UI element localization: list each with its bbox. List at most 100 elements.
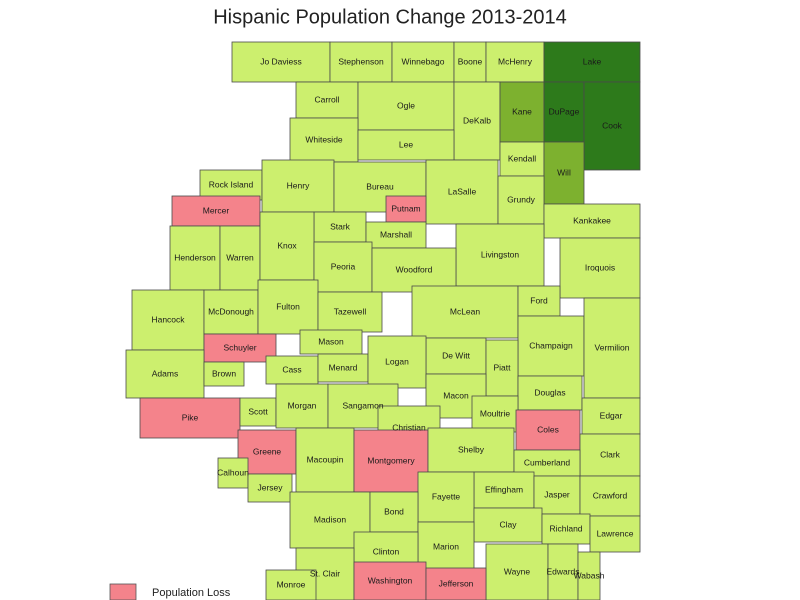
county-label: Crawford <box>593 490 628 500</box>
county <box>427 427 515 473</box>
county-label: Montgomery <box>367 455 415 465</box>
county-label: Greene <box>253 446 282 456</box>
county-label: Shelby <box>458 444 485 454</box>
county <box>231 41 331 83</box>
legend-label: Population Loss <box>152 587 231 599</box>
county-label: Henderson <box>174 252 216 262</box>
county-label: Ogle <box>397 100 415 110</box>
county-label: Schuyler <box>223 342 256 352</box>
county-label: Vermilion <box>595 342 630 352</box>
county-label: Will <box>557 167 571 177</box>
county-label: Knox <box>277 240 297 250</box>
county-label: Jersey <box>257 482 283 492</box>
county <box>169 225 221 291</box>
county-label: Pike <box>182 412 199 422</box>
label-layer: Jo Daviess Stephenson Winnebago Boone McHenr… <box>151 56 633 589</box>
county <box>559 237 641 299</box>
county-label: DuPage <box>549 106 580 116</box>
county-label: Marion <box>433 541 459 551</box>
county-label: Lee <box>399 139 413 149</box>
county-label: Calhoun <box>217 467 249 477</box>
county-label: Winnebago <box>401 56 444 66</box>
county <box>357 81 455 131</box>
county-label: Warren <box>226 252 254 262</box>
county-label: Logan <box>385 356 409 366</box>
county-label: Bureau <box>366 181 394 191</box>
county <box>353 561 427 600</box>
county-label: DeKalb <box>463 115 491 125</box>
county-label: Edgar <box>600 410 623 420</box>
county <box>259 211 315 281</box>
county-label: Marshall <box>380 229 412 239</box>
county-label: Lake <box>583 56 602 66</box>
county <box>203 333 277 363</box>
county <box>317 291 383 333</box>
county-label: Douglas <box>534 387 565 397</box>
county-label: Scott <box>248 406 268 416</box>
county <box>391 41 455 83</box>
county-label: LaSalle <box>448 186 477 196</box>
county <box>517 375 583 411</box>
county-label: Mason <box>318 336 344 346</box>
county <box>541 513 591 545</box>
county-label: Richland <box>549 523 582 533</box>
map-title: Hispanic Population Change 2013-2014 <box>213 6 567 28</box>
county-label: De Witt <box>442 350 471 360</box>
county <box>517 285 561 317</box>
county <box>199 169 263 201</box>
county <box>425 159 499 225</box>
county-label: Macon <box>443 390 469 400</box>
county-label: Cumberland <box>524 457 571 467</box>
county-label: St. Clair <box>310 568 340 578</box>
county-label: Kendall <box>508 153 536 163</box>
county <box>499 81 545 143</box>
county-label: McLean <box>450 306 481 316</box>
county-label: Edwards <box>546 566 579 576</box>
county <box>171 195 261 227</box>
county-label: Iroquois <box>585 262 615 272</box>
county-label: Moultrie <box>480 408 511 418</box>
county-label: Hancock <box>151 314 185 324</box>
county-label: Piatt <box>493 362 511 372</box>
county-label: Menard <box>329 362 358 372</box>
county-label: Cass <box>282 364 301 374</box>
county <box>125 349 205 399</box>
county-label: Fulton <box>276 301 300 311</box>
county <box>583 297 641 399</box>
county <box>367 335 427 389</box>
county <box>517 315 585 377</box>
county-label: Lawrence <box>597 528 634 538</box>
county <box>473 507 543 543</box>
county <box>203 361 245 387</box>
legend-swatch <box>109 583 137 600</box>
county-label: Livingston <box>481 249 520 259</box>
county-label: Grundy <box>507 194 536 204</box>
county-label: Coles <box>537 424 559 434</box>
county-label: Adams <box>152 368 178 378</box>
county-layer <box>125 41 641 600</box>
county-label: Brown <box>212 368 236 378</box>
county-label: Jasper <box>544 489 570 499</box>
county <box>365 221 427 249</box>
county <box>543 41 641 83</box>
county-label: Cook <box>602 120 623 130</box>
county-label: McHenry <box>498 56 533 66</box>
county-label: Jefferson <box>439 578 474 588</box>
county-label: McDonough <box>208 306 254 316</box>
county-label: Wabash <box>574 570 605 580</box>
county <box>485 339 519 397</box>
county-label: Clay <box>499 519 517 529</box>
county-label: Clinton <box>373 546 400 556</box>
county <box>417 471 475 523</box>
county-label: Wayne <box>504 566 530 576</box>
county-label: Christian <box>392 422 426 432</box>
county-label: Sangamon <box>342 400 383 410</box>
county-label: Putnam <box>391 203 420 213</box>
county <box>411 285 519 339</box>
county-label: Peoria <box>331 261 356 271</box>
county <box>583 81 641 171</box>
county-label: Clark <box>600 449 621 459</box>
county-label: Champaign <box>529 340 573 350</box>
county-label: Ford <box>530 295 548 305</box>
